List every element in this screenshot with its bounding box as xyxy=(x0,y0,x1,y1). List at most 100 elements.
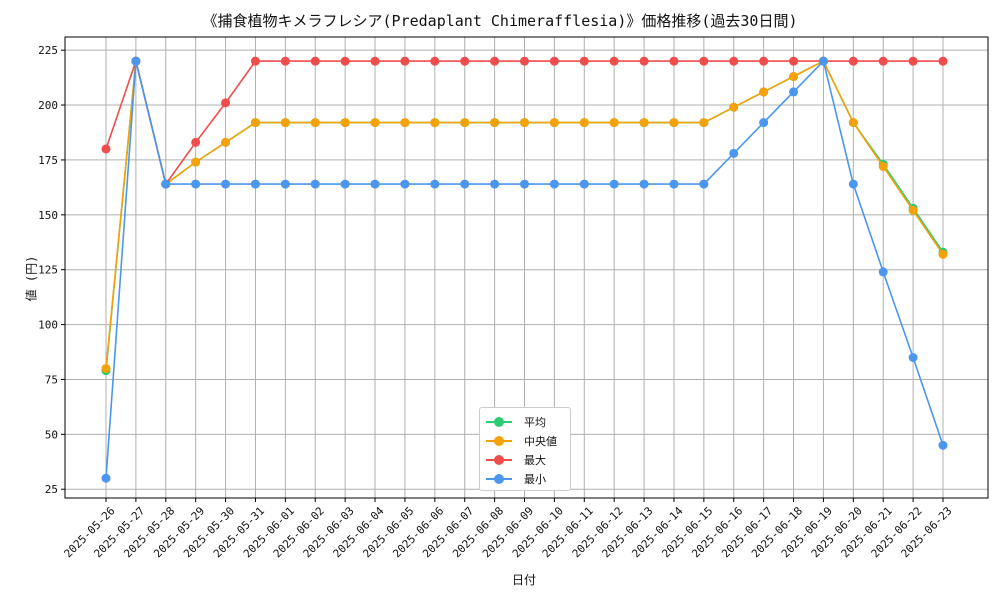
legend-item-median: 中央値 xyxy=(486,431,564,450)
series-point-3 xyxy=(310,179,320,189)
y-tick-label: 75 xyxy=(45,373,58,386)
series-point-3 xyxy=(669,179,679,189)
series-point-2 xyxy=(579,56,589,66)
series-point-3 xyxy=(191,179,201,189)
series-point-3 xyxy=(101,473,111,483)
series-point-2 xyxy=(310,56,320,66)
series-point-2 xyxy=(878,56,888,66)
series-point-2 xyxy=(101,144,111,154)
legend-swatch-average xyxy=(486,416,512,427)
series-point-2 xyxy=(848,56,858,66)
series-point-3 xyxy=(161,179,171,189)
series-point-3 xyxy=(848,179,858,189)
y-tick-label: 150 xyxy=(38,209,58,222)
legend-swatch-max xyxy=(486,454,512,465)
series-point-2 xyxy=(340,56,350,66)
series-point-3 xyxy=(221,179,231,189)
series-point-3 xyxy=(938,440,948,450)
series-point-2 xyxy=(938,56,948,66)
series-point-2 xyxy=(520,56,529,66)
series-point-2 xyxy=(280,56,290,66)
series-point-1 xyxy=(490,118,500,128)
y-tick-label: 225 xyxy=(38,44,58,57)
series-point-3 xyxy=(340,179,350,189)
series-point-2 xyxy=(789,56,799,66)
chart-title: 《捕食植物キメラフレシア(Predaplant Chimerafflesia)》… xyxy=(202,12,798,30)
series-point-3 xyxy=(250,179,260,189)
y-tick-label: 50 xyxy=(45,428,58,441)
series-point-2 xyxy=(250,56,260,66)
series-point-3 xyxy=(131,56,141,66)
series-point-1 xyxy=(699,118,709,128)
y-tick-label: 25 xyxy=(45,483,58,496)
series-point-3 xyxy=(908,353,918,363)
series-point-1 xyxy=(101,363,111,373)
series-point-3 xyxy=(609,179,619,189)
series-point-2 xyxy=(908,56,918,66)
series-point-1 xyxy=(221,137,231,147)
series-point-2 xyxy=(430,56,440,66)
series-point-1 xyxy=(938,249,948,259)
series-point-2 xyxy=(669,56,679,66)
series-point-3 xyxy=(460,179,470,189)
series-point-1 xyxy=(729,102,739,112)
series-point-3 xyxy=(549,179,559,189)
series-point-1 xyxy=(549,118,559,128)
legend-label-median: 中央値 xyxy=(524,434,557,448)
series-point-2 xyxy=(460,56,470,66)
legend-swatch-median xyxy=(486,435,512,446)
series-point-3 xyxy=(280,179,290,189)
legend-swatch-min xyxy=(486,473,512,484)
series-point-1 xyxy=(460,118,470,128)
y-tick-label: 200 xyxy=(38,99,58,112)
series-point-1 xyxy=(669,118,679,128)
y-tick-label: 175 xyxy=(38,154,58,167)
legend-label-average: 平均 xyxy=(524,415,546,429)
series-point-1 xyxy=(430,118,440,128)
series-point-2 xyxy=(191,137,201,147)
series-point-1 xyxy=(280,118,290,128)
series-point-1 xyxy=(310,118,320,128)
series-point-1 xyxy=(848,118,858,128)
series-point-1 xyxy=(908,205,918,215)
series-point-2 xyxy=(699,56,709,66)
series-point-1 xyxy=(789,72,799,82)
series-point-1 xyxy=(639,118,649,128)
series-point-1 xyxy=(878,162,888,172)
series-point-2 xyxy=(639,56,649,66)
series-point-3 xyxy=(699,179,709,189)
series-point-3 xyxy=(878,267,888,277)
series-point-3 xyxy=(579,179,589,189)
legend-label-min: 最小 xyxy=(524,472,546,486)
series-point-2 xyxy=(729,56,739,66)
series-point-1 xyxy=(250,118,260,128)
series-point-2 xyxy=(759,56,769,66)
y-tick-label: 125 xyxy=(38,264,58,277)
series-point-1 xyxy=(191,157,201,167)
series-point-3 xyxy=(818,56,828,66)
series-point-3 xyxy=(490,179,500,189)
series-point-2 xyxy=(370,56,380,66)
plot-frame xyxy=(64,36,989,499)
series-point-1 xyxy=(370,118,380,128)
x-axis-label: 日付 xyxy=(511,573,536,587)
legend-label-max: 最大 xyxy=(524,453,546,467)
series-point-1 xyxy=(579,118,589,128)
series-point-1 xyxy=(340,118,350,128)
series-point-3 xyxy=(520,179,529,189)
series-point-3 xyxy=(400,179,410,189)
legend-item-max: 最大 xyxy=(486,450,564,469)
series-point-3 xyxy=(759,118,769,128)
series-point-3 xyxy=(729,148,739,158)
series-point-1 xyxy=(759,87,769,97)
series-point-3 xyxy=(789,87,799,97)
series-point-2 xyxy=(609,56,619,66)
series-point-2 xyxy=(221,98,231,108)
y-tick-label: 100 xyxy=(38,319,58,332)
chart-legend: 平均 中央値 最大 最小 xyxy=(479,407,571,491)
legend-item-average: 平均 xyxy=(486,412,564,431)
series-point-3 xyxy=(639,179,649,189)
series-point-2 xyxy=(490,56,500,66)
series-point-1 xyxy=(520,118,529,128)
